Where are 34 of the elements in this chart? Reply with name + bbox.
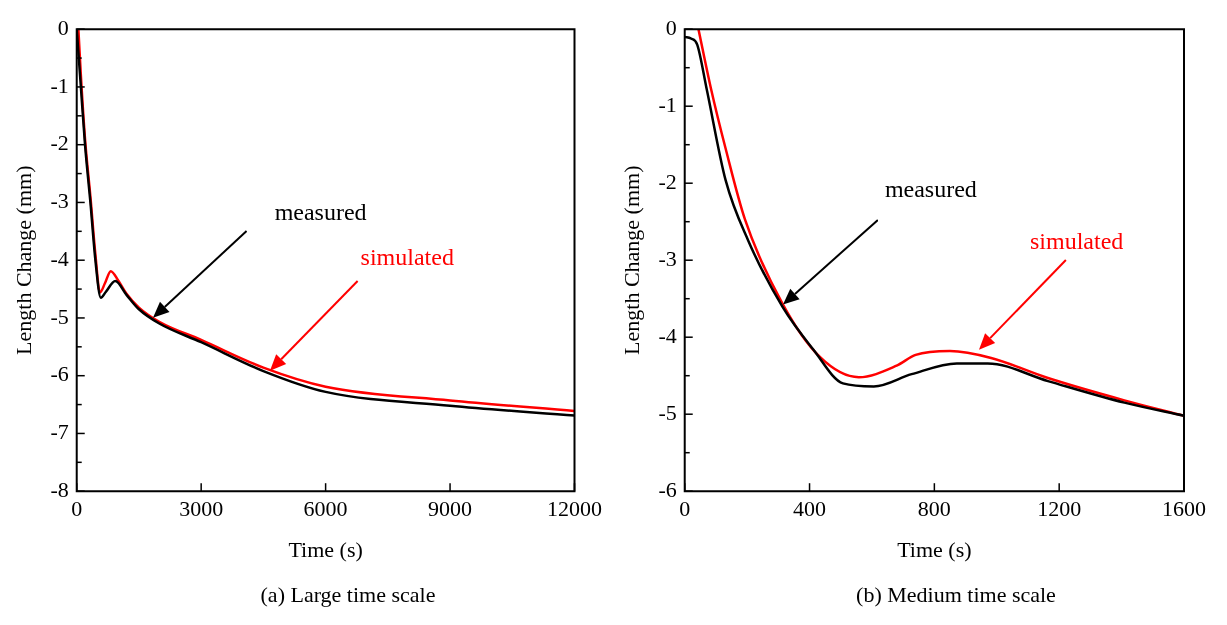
y-tick-label: -8 bbox=[50, 476, 69, 502]
x-tick-label: 800 bbox=[917, 496, 951, 522]
y-tick-label: -5 bbox=[50, 303, 69, 329]
y-tick-label: -3 bbox=[50, 188, 69, 214]
y-tick-label: -4 bbox=[658, 322, 677, 348]
x-axis-title: Time (s) bbox=[897, 536, 972, 562]
y-tick-label: -4 bbox=[50, 245, 69, 271]
x-tick-label: 12000 bbox=[547, 496, 602, 522]
text: simulated bbox=[1029, 227, 1124, 255]
y-tick-label: -2 bbox=[658, 168, 677, 194]
x-tick-label: 6000 bbox=[303, 496, 348, 522]
y-tick-label: -7 bbox=[50, 419, 69, 445]
x-tick-label: 1600 bbox=[1162, 496, 1206, 522]
x-axis-title: Time (s) bbox=[288, 536, 363, 562]
text: (b) Medium time scale bbox=[855, 582, 1057, 608]
y-axis-title: Length Change (mm) bbox=[10, 165, 36, 355]
y-tick-label: 0 bbox=[57, 14, 69, 40]
y-tick-label: -3 bbox=[658, 245, 677, 271]
text: measured bbox=[884, 175, 977, 203]
text: (a) Large time scale bbox=[259, 582, 437, 608]
x-tick-label: 9000 bbox=[428, 496, 473, 522]
y-tick-label: 0 bbox=[665, 14, 677, 40]
text: simulated bbox=[360, 243, 454, 271]
y-tick-label: -1 bbox=[50, 72, 69, 98]
y-tick-label: -5 bbox=[658, 399, 677, 425]
y-tick-label: -6 bbox=[658, 476, 677, 502]
y-tick-label: -6 bbox=[50, 361, 69, 387]
y-axis-title: Length Change (mm) bbox=[618, 165, 644, 355]
x-tick-label: 3000 bbox=[179, 496, 224, 522]
y-tick-label: -2 bbox=[50, 130, 69, 156]
x-tick-label: 1200 bbox=[1037, 496, 1082, 522]
y-tick-label: -1 bbox=[658, 91, 677, 117]
text: measured bbox=[274, 198, 367, 226]
x-tick-label: 400 bbox=[793, 496, 827, 522]
